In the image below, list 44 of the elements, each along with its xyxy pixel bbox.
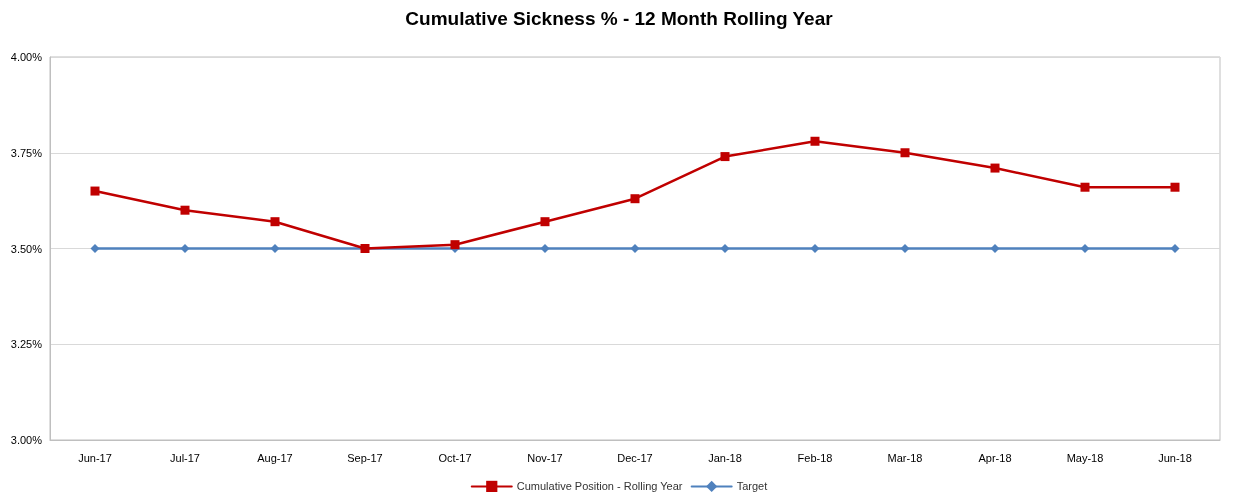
y-tick-label: 3.25% bbox=[10, 338, 43, 351]
point bbox=[990, 163, 1000, 173]
chart-title: Cumulative Sickness % - 12 Month Rolling Year bbox=[405, 8, 834, 29]
point bbox=[180, 244, 190, 253]
x-tick-label: Apr-18 bbox=[978, 451, 1012, 464]
point bbox=[810, 136, 820, 146]
x-tick-label: May-18 bbox=[1066, 451, 1104, 464]
x-tick-label: Jul-17 bbox=[170, 451, 200, 464]
x-tick-label: Oct-17 bbox=[438, 451, 472, 464]
point bbox=[630, 244, 640, 253]
point bbox=[450, 240, 460, 250]
x-tick-label: Nov-17 bbox=[527, 451, 563, 464]
point bbox=[540, 244, 550, 253]
y-tick-label: 3.50% bbox=[10, 242, 43, 255]
point bbox=[90, 244, 100, 253]
point bbox=[1170, 182, 1180, 192]
point bbox=[270, 217, 280, 227]
x-tick-label: Feb-18 bbox=[797, 451, 833, 464]
point bbox=[180, 205, 190, 215]
point bbox=[810, 244, 820, 253]
point bbox=[1080, 182, 1090, 192]
point bbox=[1080, 244, 1090, 253]
y-tick-label: 3.75% bbox=[10, 146, 43, 159]
point bbox=[900, 244, 910, 253]
point bbox=[900, 148, 910, 158]
x-tick-label: Jun-17 bbox=[78, 451, 112, 464]
point bbox=[1170, 244, 1180, 253]
x-tick-label: Sep-17 bbox=[347, 451, 383, 464]
point bbox=[990, 244, 1000, 253]
y-tick-label: 4.00% bbox=[10, 51, 43, 63]
x-tick-label: Jun-18 bbox=[1158, 451, 1192, 464]
point bbox=[90, 186, 100, 196]
legend-label: Target bbox=[736, 480, 768, 493]
x-tick-label: Mar-18 bbox=[887, 451, 923, 464]
point bbox=[270, 244, 280, 253]
y-tick-label: 3.00% bbox=[10, 434, 43, 446]
point bbox=[540, 217, 550, 227]
x-tick-label: Jan-18 bbox=[708, 451, 742, 464]
x-tick-label: Dec-17 bbox=[617, 451, 653, 464]
x-tick-label: Aug-17 bbox=[257, 451, 293, 464]
legend-label: Cumulative Position - Rolling Year bbox=[516, 480, 683, 493]
point bbox=[630, 194, 640, 204]
point bbox=[720, 244, 730, 253]
point bbox=[720, 152, 730, 162]
